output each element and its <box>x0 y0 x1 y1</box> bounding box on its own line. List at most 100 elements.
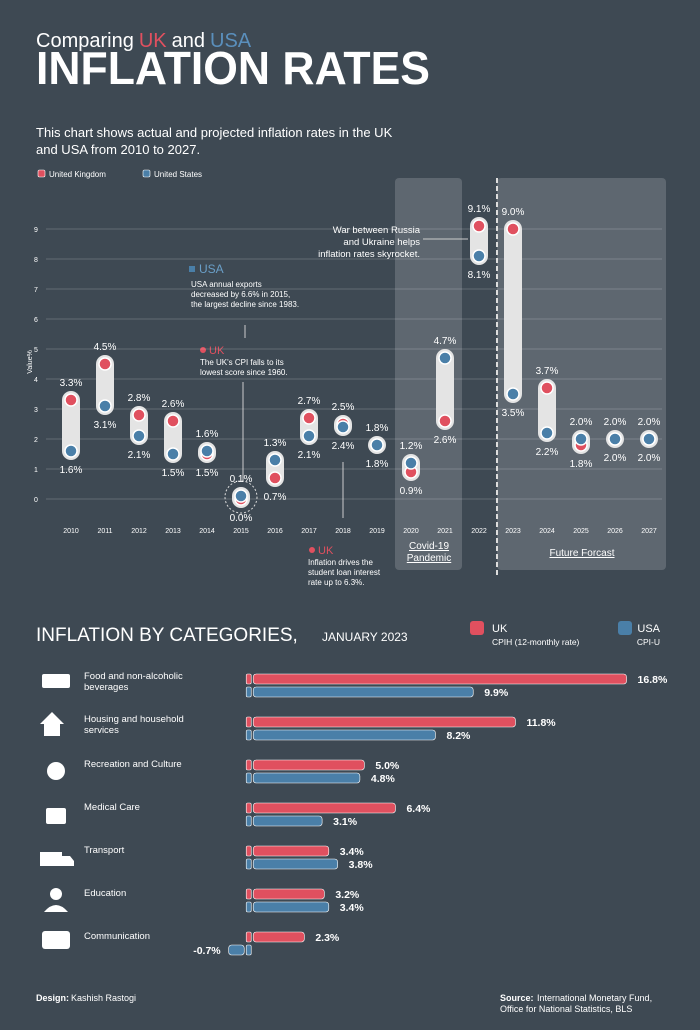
future-region <box>497 178 666 570</box>
bar <box>252 686 474 698</box>
x-tick-label: 2010 <box>63 528 79 535</box>
y-tick-label: 8 <box>34 257 38 264</box>
value-label: 1.6% <box>196 429 219 440</box>
value-label: 3.8% <box>349 859 374 871</box>
bar <box>252 673 627 685</box>
dot <box>574 432 588 446</box>
dot <box>166 414 180 428</box>
value-label: 2.7% <box>298 396 321 407</box>
bar <box>252 729 436 741</box>
dot <box>336 420 350 434</box>
value-label: 2.0% <box>604 453 627 464</box>
bar <box>252 802 396 814</box>
icon-education-body <box>44 905 68 912</box>
x-tick-label: 2014 <box>199 528 215 535</box>
value-label: 2.8% <box>128 393 151 404</box>
y-tick-label: 9 <box>34 227 38 234</box>
category-label: Communication <box>84 931 150 942</box>
x-tick-label: 2013 <box>165 528 181 535</box>
bar <box>252 901 330 913</box>
annotation-text: and Ukraine helps <box>343 237 420 248</box>
legend-label: UK <box>492 623 508 635</box>
dot <box>540 381 554 395</box>
x-tick-label: 2026 <box>607 528 623 535</box>
category-label: Education <box>84 888 127 899</box>
value-label: 8.2% <box>446 730 471 742</box>
value-label: 2.1% <box>128 450 151 461</box>
dot <box>642 432 656 446</box>
legend-label: USA <box>637 623 660 635</box>
y-tick-label: 1 <box>34 467 38 474</box>
y-tick-label: 6 <box>34 317 38 324</box>
dot <box>64 444 78 458</box>
bar-stub <box>245 772 252 784</box>
connector <box>62 391 80 460</box>
bar-stub <box>245 858 252 870</box>
annotation-text: decreased by 6.6% in 2015, <box>191 290 290 299</box>
value-label: 2.0% <box>604 417 627 428</box>
x-tick-label: 2015 <box>233 528 249 535</box>
value-label: 0.0% <box>230 513 253 524</box>
dot <box>302 411 316 425</box>
x-tick-label: 2025 <box>573 528 589 535</box>
annotation-text: War between Russia <box>333 225 421 236</box>
y-tick-label: 3 <box>34 407 38 414</box>
connector <box>96 355 114 415</box>
dot <box>268 471 282 485</box>
value-label: 1.8% <box>570 459 593 470</box>
icon-medical <box>46 808 66 824</box>
value-label: 1.5% <box>162 468 185 479</box>
bar <box>252 815 323 827</box>
value-label: 3.3% <box>60 378 83 389</box>
legend-desc: CPI-U <box>637 637 660 647</box>
value-label: 2.5% <box>332 402 355 413</box>
x-tick-label: 2018 <box>335 528 351 535</box>
chart-subtitle: JANUARY 2023 <box>322 630 408 644</box>
value-label: 3.2% <box>335 889 360 901</box>
value-label: 4.8% <box>371 773 396 785</box>
dot <box>608 432 622 446</box>
dot <box>540 426 554 440</box>
annotation-text: Inflation drives the <box>308 558 373 567</box>
value-label: 2.0% <box>570 417 593 428</box>
footer-text: Office for National Statistics, BLS <box>500 1004 632 1014</box>
icon-house <box>40 712 64 736</box>
bar-stub <box>245 931 252 943</box>
value-label: 1.8% <box>366 459 389 470</box>
subtitle: This chart shows actual and projected in… <box>36 125 393 140</box>
value-label: 4.7% <box>434 336 457 347</box>
x-tick-label: 2011 <box>97 528 112 535</box>
value-label: 3.1% <box>333 816 358 828</box>
bar <box>252 772 361 784</box>
value-label: 3.1% <box>94 420 117 431</box>
bar <box>252 759 365 771</box>
value-label: 1.3% <box>264 438 287 449</box>
bar-stub <box>245 845 252 857</box>
annotation-heading: USA <box>199 262 224 276</box>
bar <box>252 931 305 943</box>
dot <box>438 351 452 365</box>
title-line: Comparing UK and USA <box>36 30 251 53</box>
annotation-text: inflation rates skyrocket. <box>318 249 420 260</box>
value-label: 9.9% <box>484 687 509 699</box>
dot <box>472 219 486 233</box>
value-label: 2.0% <box>638 417 661 428</box>
annotation-text: The UK's CPI falls to its <box>200 358 284 367</box>
bar-stub <box>245 901 252 913</box>
dot <box>438 414 452 428</box>
category-label: Recreation and Culture <box>84 759 182 770</box>
dot <box>404 456 418 470</box>
title-part: USA <box>210 30 252 52</box>
icon-transport <box>40 852 74 866</box>
value-label: 2.0% <box>638 453 661 464</box>
dot <box>234 489 248 503</box>
legend-swatch <box>618 621 632 635</box>
annotation-heading: UK <box>209 345 225 357</box>
value-label: 8.1% <box>468 270 491 281</box>
dot <box>64 393 78 407</box>
y-tick-label: 4 <box>34 377 38 384</box>
value-label: -0.7% <box>193 945 221 957</box>
legend-desc: CPIH (12-monthly rate) <box>492 637 580 647</box>
value-label: 5.0% <box>375 760 400 772</box>
connector <box>436 349 454 430</box>
